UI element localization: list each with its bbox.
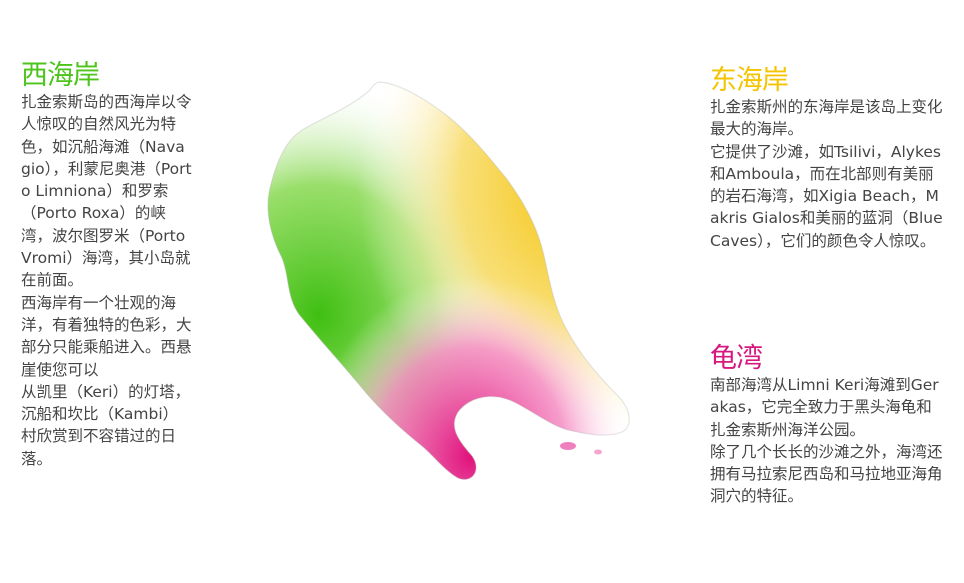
turtle-bay-section: 龟湾 南部海湾从Limni Keri海滩到Gerakas，它完全致力于黑头海龟和…	[710, 344, 946, 508]
island-outline	[267, 81, 630, 480]
islet-small	[594, 449, 602, 455]
islet-marathonisi	[560, 442, 576, 450]
zakynthos-island-map	[267, 81, 630, 480]
east-coast-title: 东海岸	[710, 65, 789, 96]
east-coast-description: 扎金索斯州的东海岸是该岛上变化最大的海岸。 它提供了沙滩，如Tsilivi，Al…	[710, 98, 943, 250]
island-shape	[267, 82, 630, 480]
west-coast-title: 西海岸	[21, 60, 100, 91]
west-coast-description: 扎金索斯岛的西海岸以令人惊叹的自然风光为特色，如沉船海滩（Navagio），利蒙…	[21, 93, 192, 468]
east-coast-section: 东海岸 扎金索斯州的东海岸是该岛上变化最大的海岸。 它提供了沙滩，如Tsiliv…	[710, 66, 946, 252]
turtle-bay-title: 龟湾	[710, 343, 763, 374]
turtle-bay-description: 南部海湾从Limni Keri海滩到Gerakas，它完全致力于黑头海龟和扎金索…	[710, 376, 943, 506]
west-coast-section: 西海岸 扎金索斯岛的西海岸以令人惊叹的自然风光为特色，如沉船海滩（Navagio…	[21, 61, 193, 470]
